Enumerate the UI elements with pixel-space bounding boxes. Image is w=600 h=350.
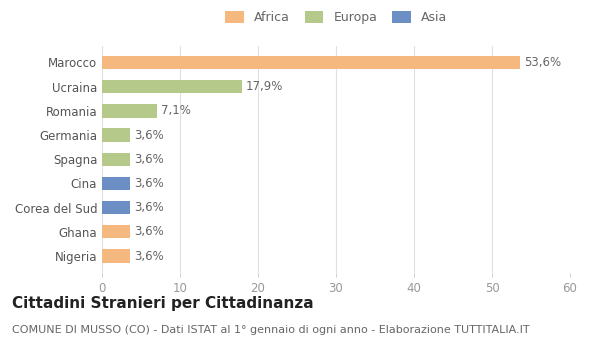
Text: COMUNE DI MUSSO (CO) - Dati ISTAT al 1° gennaio di ogni anno - Elaborazione TUTT: COMUNE DI MUSSO (CO) - Dati ISTAT al 1° …: [12, 325, 530, 335]
Bar: [102, 201, 130, 214]
Text: 3,6%: 3,6%: [134, 225, 164, 238]
Text: 3,6%: 3,6%: [134, 153, 164, 166]
Bar: [102, 56, 520, 69]
Bar: [102, 128, 130, 142]
Text: 53,6%: 53,6%: [524, 56, 561, 69]
Text: 7,1%: 7,1%: [161, 104, 191, 117]
Text: 17,9%: 17,9%: [245, 80, 283, 93]
Text: 3,6%: 3,6%: [134, 250, 164, 262]
Bar: [102, 225, 130, 238]
Text: 3,6%: 3,6%: [134, 177, 164, 190]
Text: 3,6%: 3,6%: [134, 201, 164, 214]
Bar: [102, 104, 157, 118]
Bar: [102, 177, 130, 190]
Bar: [102, 80, 242, 93]
Bar: [102, 153, 130, 166]
Legend: Africa, Europa, Asia: Africa, Europa, Asia: [223, 8, 449, 27]
Bar: [102, 249, 130, 262]
Text: Cittadini Stranieri per Cittadinanza: Cittadini Stranieri per Cittadinanza: [12, 296, 314, 311]
Text: 3,6%: 3,6%: [134, 128, 164, 141]
